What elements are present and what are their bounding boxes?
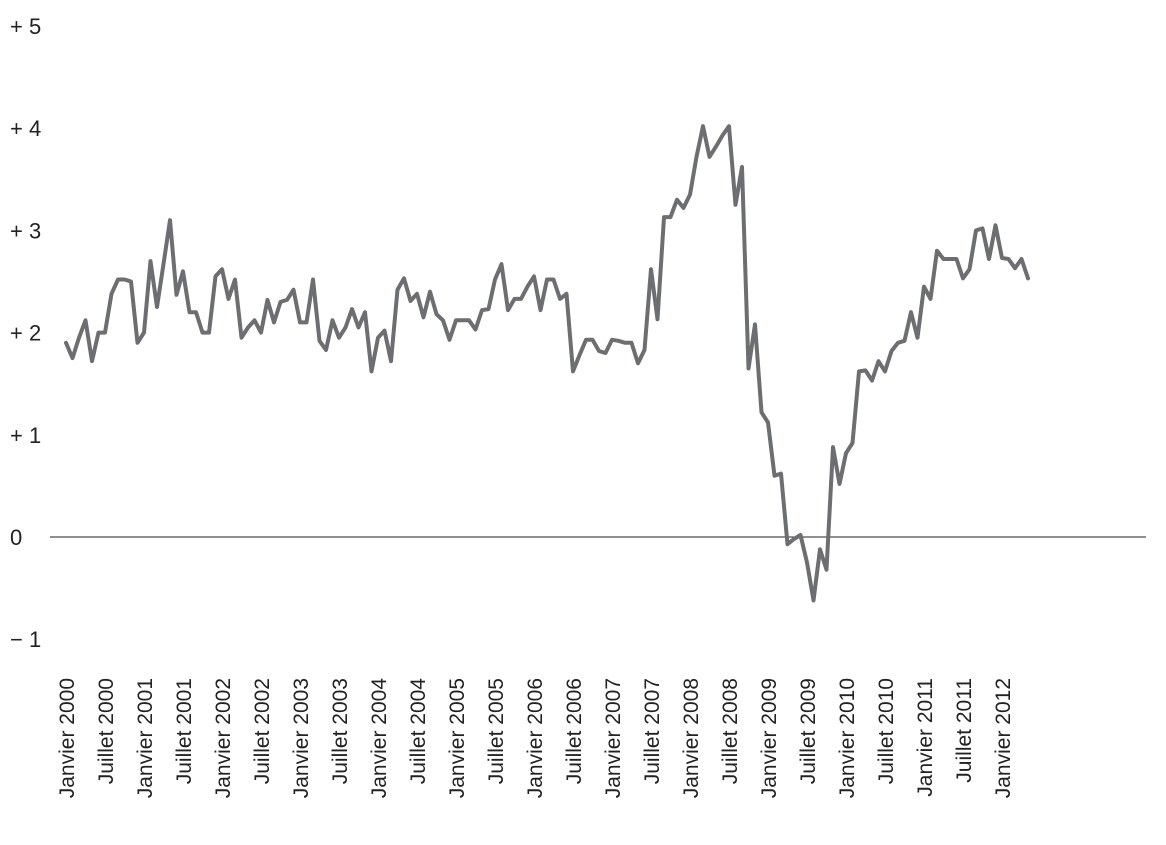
y-axis-tick-labels: + 5 + 4 + 3 + 2 + 1 0 − 1 [10, 14, 41, 652]
x-tick-label: Janvier 2001 [134, 678, 157, 798]
x-tick-label: Janvier 2005 [446, 678, 469, 798]
x-tick-label: Juillet 2007 [641, 678, 664, 784]
y-tick-label: + 4 [10, 116, 41, 141]
x-tick-label: Juillet 2004 [407, 678, 430, 785]
x-tick-label: Janvier 2008 [680, 678, 703, 798]
y-tick-label: + 3 [10, 218, 41, 243]
y-tick-label: − 1 [10, 627, 41, 652]
y-tick-label: + 2 [10, 321, 41, 346]
y-tick-label: + 5 [10, 14, 41, 39]
x-tick-label: Janvier 2007 [602, 678, 625, 798]
x-tick-label: Juillet 2008 [719, 678, 742, 784]
x-tick-label: Juillet 2003 [329, 678, 352, 784]
x-tick-label: Janvier 2006 [524, 678, 547, 798]
x-tick-label: Janvier 2004 [368, 678, 391, 799]
x-tick-label: Janvier 2010 [836, 678, 859, 798]
series-line [64, 124, 1030, 603]
y-tick-label: 0 [10, 525, 22, 550]
x-tick-label: Juillet 2005 [485, 678, 508, 784]
x-tick-label: Juillet 2000 [95, 678, 118, 784]
x-tick-label: Juillet 2001 [173, 678, 196, 784]
x-tick-label: Janvier 2002 [212, 678, 235, 798]
x-axis-tick-labels: Janvier 2000 Juillet 2000 Janvier 2001 Juil… [56, 678, 1015, 799]
x-tick-label: Janvier 2000 [56, 678, 79, 798]
x-tick-label: Juillet 2009 [797, 678, 820, 784]
x-tick-label: Janvier 2012 [992, 678, 1015, 798]
x-tick-label: Juillet 2011 [953, 678, 976, 783]
x-tick-label: Janvier 2011 [914, 678, 937, 797]
x-tick-label: Janvier 2003 [290, 678, 313, 798]
x-tick-label: Juillet 2010 [875, 678, 898, 784]
y-tick-label: + 1 [10, 423, 41, 448]
x-tick-label: Janvier 2009 [758, 678, 781, 798]
x-tick-label: Juillet 2002 [251, 678, 274, 784]
x-tick-label: Juillet 2006 [563, 678, 586, 784]
